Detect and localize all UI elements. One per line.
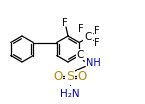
Text: H₂N: H₂N xyxy=(60,89,80,99)
Text: NH: NH xyxy=(86,58,101,69)
Text: F: F xyxy=(94,25,100,35)
Text: F: F xyxy=(94,38,100,48)
Text: F: F xyxy=(62,18,68,28)
Text: O: O xyxy=(53,71,63,84)
Text: O: O xyxy=(77,71,87,84)
Text: C: C xyxy=(85,32,92,43)
Text: S: S xyxy=(66,71,74,84)
Text: F: F xyxy=(78,24,84,33)
Text: C: C xyxy=(77,50,84,59)
